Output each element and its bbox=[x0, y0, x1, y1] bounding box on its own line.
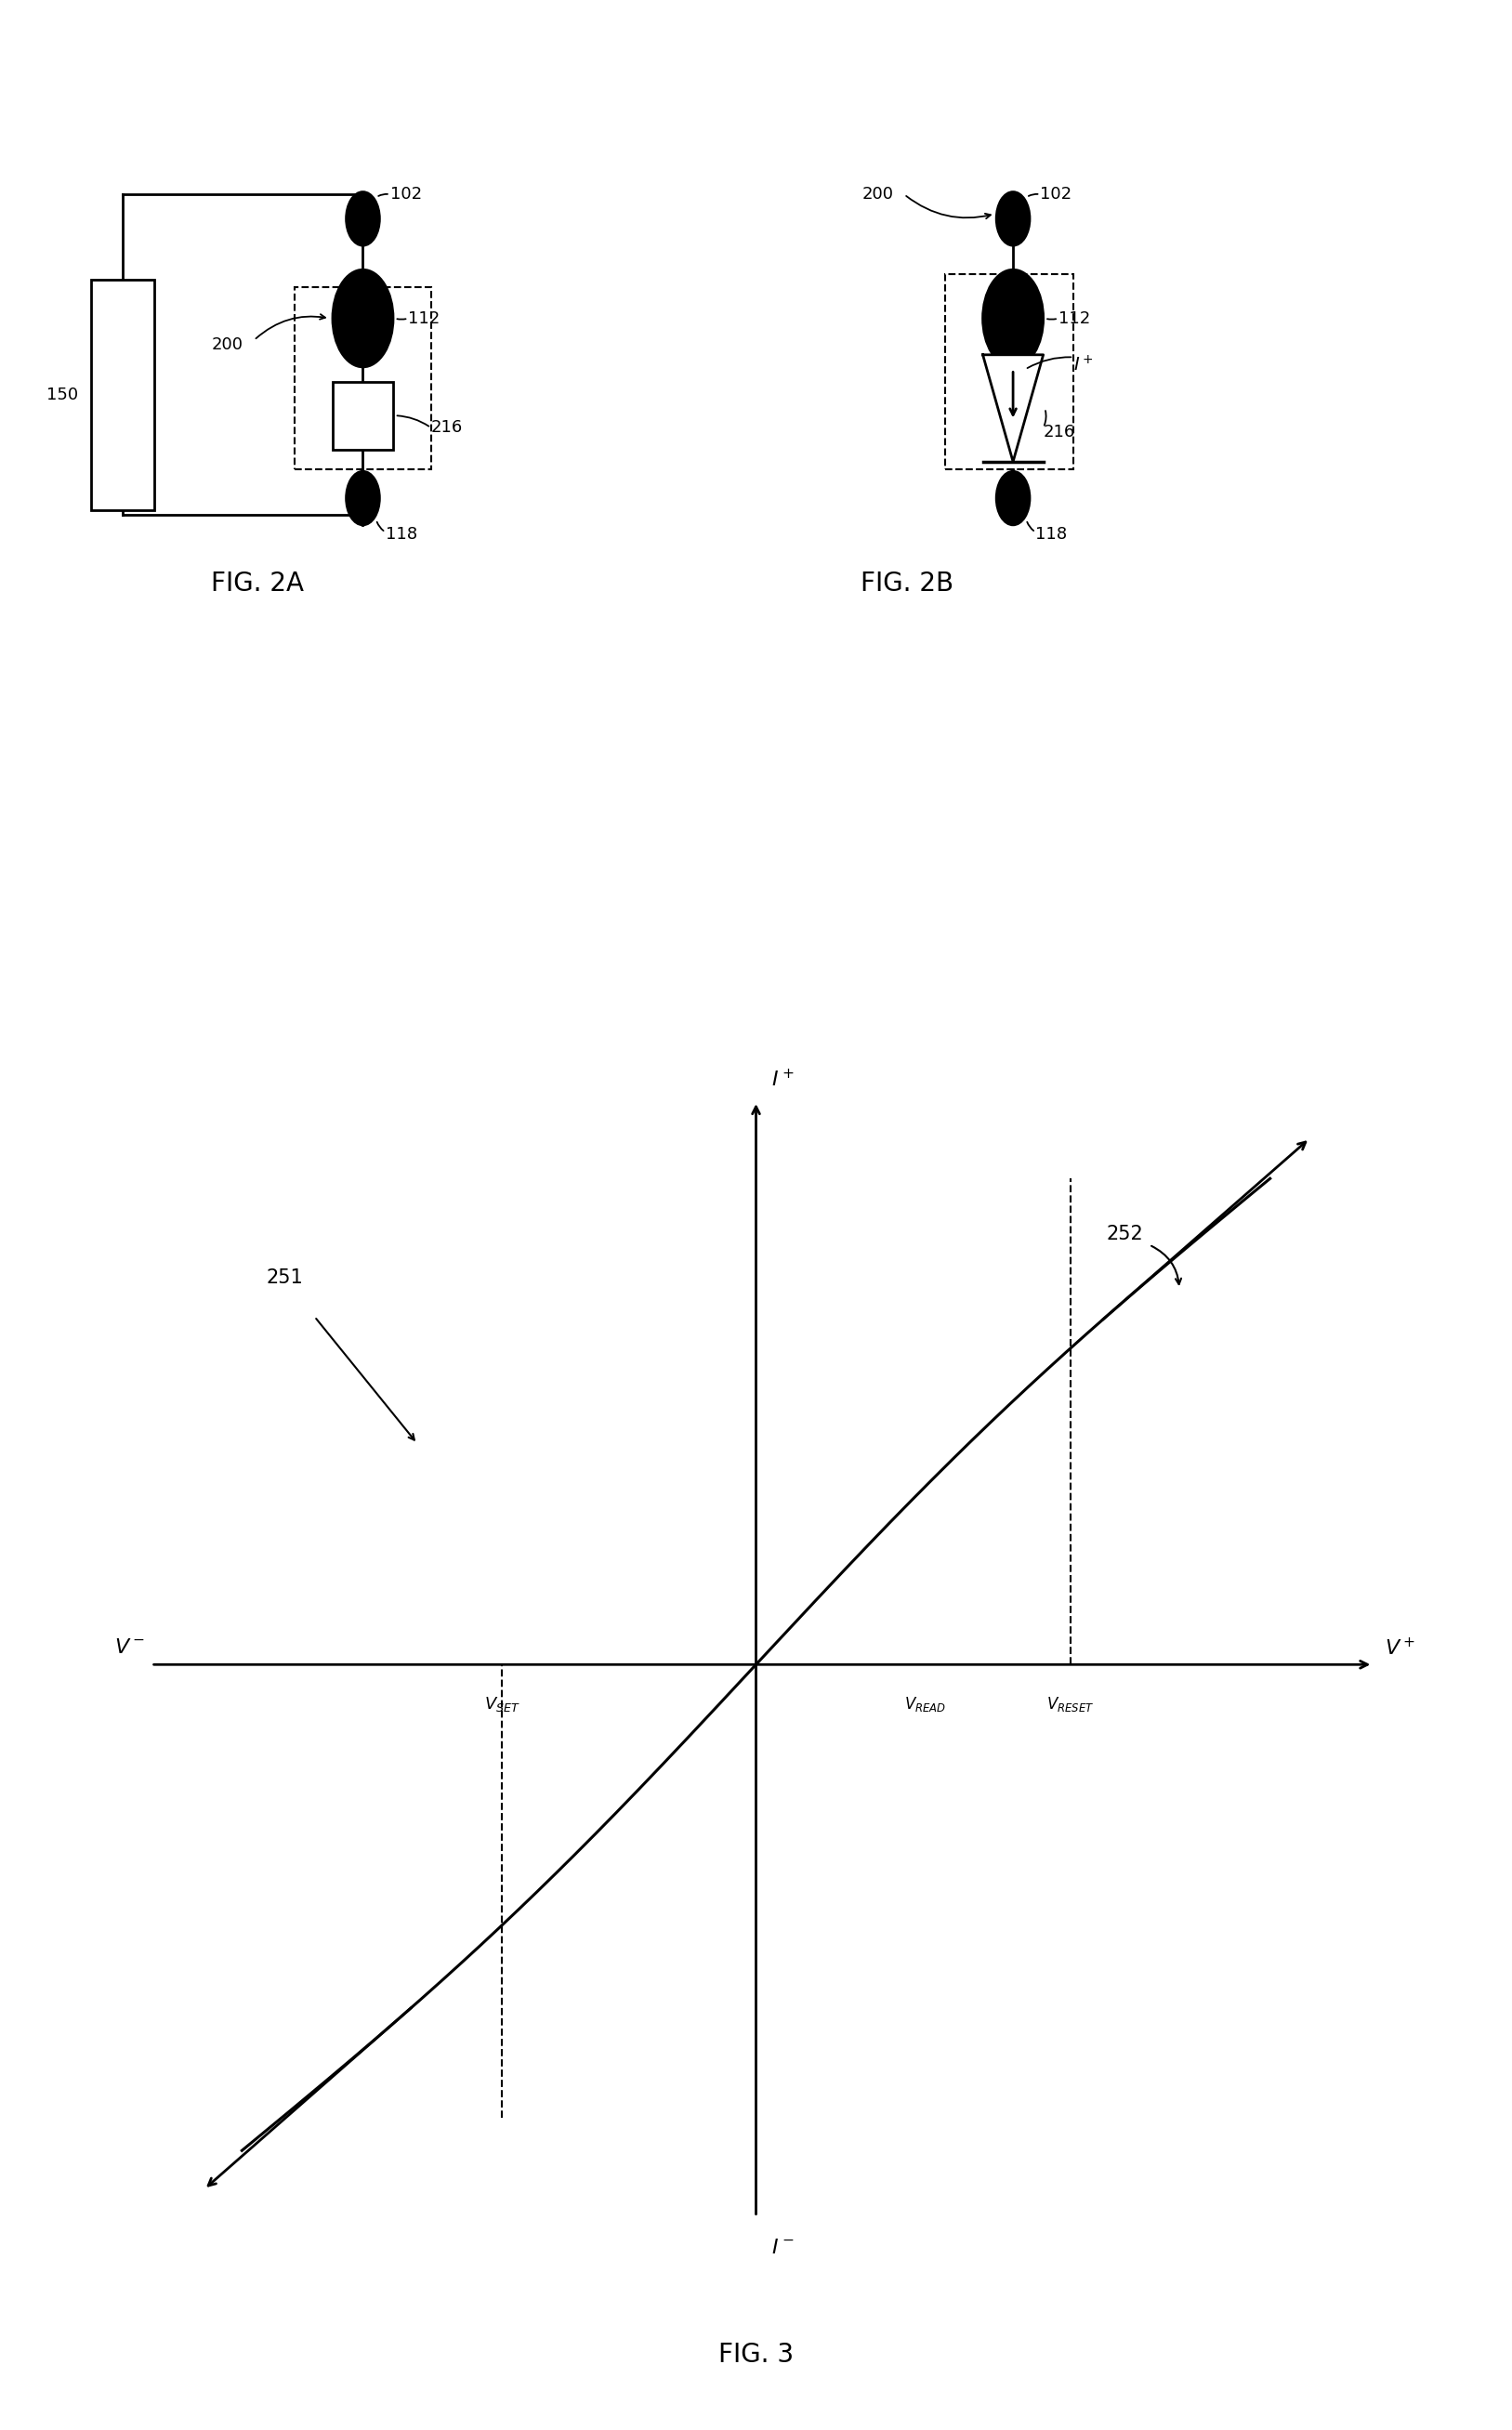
Text: $I^-$: $I^-$ bbox=[771, 2238, 794, 2257]
Circle shape bbox=[333, 270, 393, 367]
Text: 118: 118 bbox=[1036, 527, 1067, 542]
Bar bbox=[333, 382, 393, 450]
Text: 200: 200 bbox=[862, 187, 894, 202]
Text: $V_{READ}$: $V_{READ}$ bbox=[904, 1696, 947, 1713]
Bar bbox=[295, 287, 431, 469]
Text: 150: 150 bbox=[47, 386, 79, 403]
Bar bbox=[91, 279, 154, 510]
Circle shape bbox=[346, 471, 380, 525]
Circle shape bbox=[983, 270, 1043, 367]
Text: $V_{SET}$: $V_{SET}$ bbox=[484, 1696, 520, 1713]
Text: 112: 112 bbox=[408, 311, 440, 326]
Text: FIG. 3: FIG. 3 bbox=[718, 2343, 794, 2367]
Text: 102: 102 bbox=[1040, 187, 1072, 202]
Text: 216: 216 bbox=[1043, 425, 1075, 440]
Text: $I^+$: $I^+$ bbox=[1074, 355, 1093, 374]
Text: 102: 102 bbox=[390, 187, 422, 202]
Text: 200: 200 bbox=[212, 338, 243, 352]
Text: FIG. 2A: FIG. 2A bbox=[210, 571, 304, 595]
Text: 112: 112 bbox=[1058, 311, 1090, 326]
Circle shape bbox=[996, 471, 1030, 525]
Text: $I^+$: $I^+$ bbox=[771, 1069, 794, 1091]
Circle shape bbox=[996, 192, 1030, 245]
Text: 216: 216 bbox=[431, 420, 463, 435]
Text: $V^-$: $V^-$ bbox=[115, 1638, 145, 1657]
Text: 252: 252 bbox=[1107, 1225, 1143, 1244]
Text: FIG. 2B: FIG. 2B bbox=[860, 571, 954, 595]
Text: $V^+$: $V^+$ bbox=[1385, 1638, 1415, 1660]
Bar bbox=[945, 275, 1074, 469]
Text: 251: 251 bbox=[266, 1268, 302, 1288]
Circle shape bbox=[346, 192, 380, 245]
Text: 118: 118 bbox=[386, 527, 417, 542]
Polygon shape bbox=[983, 355, 1043, 462]
Text: $V_{RESET}$: $V_{RESET}$ bbox=[1046, 1696, 1095, 1713]
